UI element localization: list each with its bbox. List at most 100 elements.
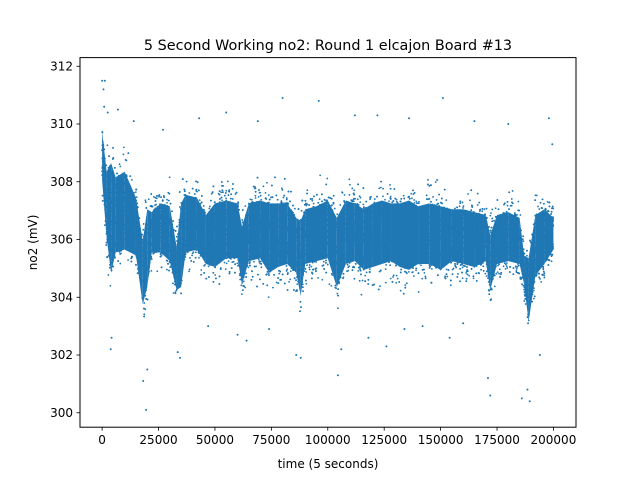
data-point [178, 206, 181, 208]
data-point [234, 193, 237, 195]
data-point [225, 197, 227, 200]
data-point [359, 201, 362, 204]
data-point [410, 192, 413, 195]
data-point [228, 272, 231, 275]
data-point [502, 265, 505, 268]
data-point [122, 146, 125, 149]
data-point [412, 275, 415, 277]
data-point [308, 266, 311, 269]
data-point [254, 194, 257, 197]
data-point [532, 297, 535, 300]
data-point [483, 208, 486, 211]
data-point [413, 202, 416, 204]
data-point [420, 264, 422, 267]
data-point [357, 270, 360, 272]
data-point [218, 193, 221, 196]
data-point [348, 178, 351, 181]
data-point [142, 223, 145, 225]
data-point [118, 163, 121, 166]
data-point [364, 274, 367, 277]
data-point [415, 200, 418, 203]
data-point [350, 199, 353, 201]
data-point [348, 193, 351, 196]
data-point [485, 275, 488, 278]
data-point [318, 198, 321, 201]
data-point [147, 198, 150, 201]
data-point [166, 198, 168, 201]
data-point [134, 191, 137, 194]
data-point [114, 256, 116, 259]
data-point [119, 262, 122, 265]
data-point [330, 284, 333, 287]
data-point [395, 274, 398, 277]
data-point [394, 197, 397, 200]
data-point [122, 153, 125, 156]
data-point [455, 266, 458, 269]
data-point [337, 307, 339, 310]
data-point [254, 197, 257, 199]
data-point [225, 262, 228, 265]
data-point [399, 289, 402, 292]
data-point [305, 282, 308, 285]
data-point [446, 275, 449, 278]
data-point [427, 179, 429, 181]
data-point [322, 260, 325, 263]
data-point [421, 277, 424, 280]
data-point [498, 268, 501, 271]
data-point [539, 278, 541, 280]
data-point [356, 198, 359, 201]
data-point [260, 198, 263, 201]
data-point [227, 260, 230, 263]
data-point [413, 199, 416, 201]
data-point [490, 212, 492, 215]
data-point [237, 202, 240, 205]
data-point [438, 193, 441, 196]
data-point [106, 144, 109, 147]
data-point [174, 292, 177, 295]
data-point [385, 263, 387, 266]
data-point [326, 177, 329, 180]
data-point [423, 272, 426, 274]
data-point [462, 205, 465, 208]
data-point [524, 303, 527, 305]
data-point [264, 191, 267, 194]
data-point [175, 289, 178, 292]
data-point [167, 199, 170, 202]
data-point [308, 268, 311, 271]
data-point [498, 272, 501, 275]
data-point [333, 207, 336, 210]
data-point [449, 284, 452, 287]
data-point [395, 281, 398, 284]
data-point [506, 267, 509, 269]
data-point [523, 300, 526, 302]
data-point [404, 284, 407, 287]
data-point [198, 256, 200, 259]
data-point [505, 265, 508, 268]
data-point [493, 285, 496, 288]
data-point [267, 296, 270, 298]
data-point [339, 204, 342, 206]
data-point [415, 269, 417, 272]
data-point [289, 270, 292, 273]
data-point [382, 187, 384, 190]
data-point [380, 186, 382, 189]
data-point [202, 205, 205, 207]
data-point [127, 259, 129, 261]
data-point [534, 194, 537, 197]
data-point [331, 274, 334, 276]
data-point [491, 208, 494, 211]
data-point [166, 201, 168, 204]
data-point [524, 294, 526, 297]
data-point [226, 180, 229, 183]
data-point [506, 204, 509, 207]
data-point [535, 194, 538, 197]
data-point [188, 270, 190, 273]
data-point [517, 200, 520, 203]
data-point [444, 276, 446, 279]
data-point [430, 267, 433, 270]
data-point [462, 264, 465, 267]
data-point [244, 286, 247, 289]
data-point [496, 271, 499, 274]
data-point [306, 189, 309, 192]
data-point [418, 200, 420, 203]
